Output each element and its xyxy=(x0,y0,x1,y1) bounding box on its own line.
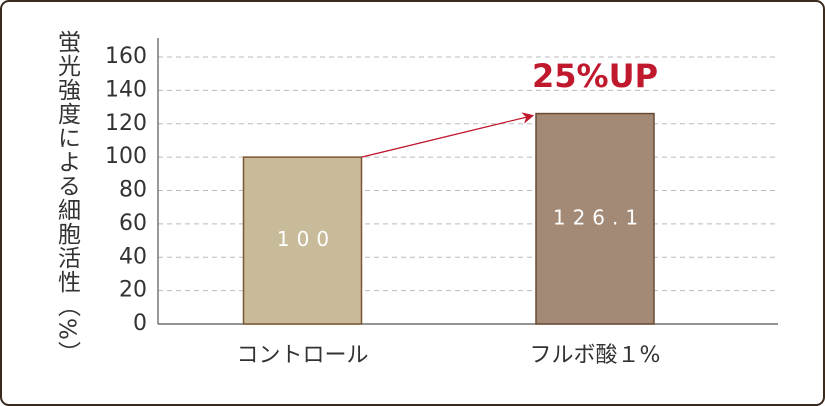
y-tick-label: 80 xyxy=(119,178,147,203)
y-tick-label: 60 xyxy=(119,211,147,236)
y-tick-label: 100 xyxy=(105,144,147,169)
y-tick-label: 120 xyxy=(105,111,147,136)
y-tick-label: 0 xyxy=(133,311,147,336)
x-tick-label: フルボ酸１% xyxy=(530,343,661,368)
annotation: 25%UP xyxy=(532,57,658,95)
x-tick-label: コントロール xyxy=(236,343,368,368)
y-axis-label: 蛍光強度による細胞活性（%） xyxy=(54,30,82,365)
y-tick-label: 20 xyxy=(119,278,147,303)
bar xyxy=(535,112,655,325)
data-label: 126.1 xyxy=(553,205,645,229)
y-tick-label: 140 xyxy=(105,77,147,102)
data-label: 100 xyxy=(277,227,336,251)
y-tick-label: 160 xyxy=(105,44,147,69)
annotation-arrow xyxy=(361,112,535,158)
bar xyxy=(242,156,363,325)
y-tick-label: 40 xyxy=(119,244,147,269)
